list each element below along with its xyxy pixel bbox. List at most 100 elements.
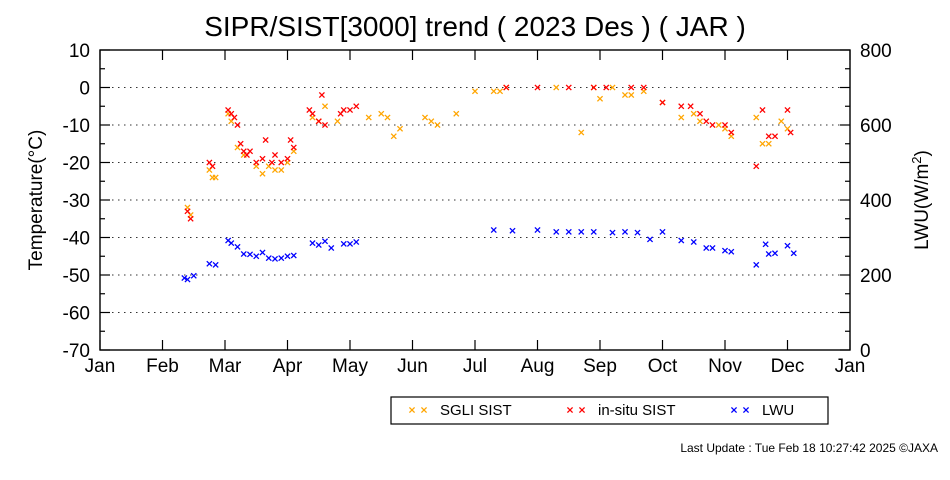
lwu-point: [206, 260, 213, 267]
lwu-point: [290, 252, 297, 259]
lwu-point: [271, 255, 279, 262]
sgli-sist-point: [678, 114, 685, 121]
grid-lines: [100, 87, 850, 313]
x-tick-label: Nov: [708, 356, 742, 377]
sgli-sist-point: [696, 118, 704, 125]
lwu-point: [509, 227, 516, 234]
lwu-point: [784, 242, 791, 249]
x-tick-label: Aug: [521, 356, 555, 377]
x-tick-label: Mar: [209, 356, 242, 377]
lwu-point: [259, 249, 266, 256]
in-situ-sist-point: [721, 121, 729, 129]
y-tick-label: 0: [79, 79, 90, 100]
y-tick-label: -60: [63, 304, 90, 325]
lwu-point: [703, 244, 710, 252]
sgli-sist-point: [428, 118, 435, 125]
lwu-point: [753, 261, 760, 268]
in-situ-sist-point: [696, 110, 704, 117]
lwu-point: [646, 236, 654, 243]
lwu-point: [709, 244, 716, 252]
in-situ-sist-point: [603, 84, 610, 91]
sgli-sist-point: [690, 110, 697, 117]
y-axis-title: Temperature(°C): [26, 130, 47, 271]
in-situ-sist-point: [787, 129, 794, 136]
y-tick-label: -70: [63, 341, 90, 362]
y2-tick-label: 400: [860, 191, 892, 212]
lwu-point: [309, 240, 316, 247]
data-points: [181, 84, 797, 283]
in-situ-sist-point: [271, 151, 279, 159]
lwu-point: [181, 274, 188, 282]
sgli-sist-point: [421, 114, 429, 121]
lwu-point: [721, 247, 729, 254]
sgli-sist-point: [259, 170, 266, 177]
sgli-sist-point: [753, 114, 760, 121]
y2-tick-labels: 800 600 400 200 0: [860, 41, 892, 362]
in-situ-sist-point: [290, 144, 297, 151]
sgli-sist-point: [365, 114, 372, 121]
sgli-sist-point: [765, 140, 772, 147]
lwu-point: [534, 226, 541, 234]
in-situ-sist-point: [253, 159, 260, 166]
sgli-sist-point: [715, 121, 722, 129]
legend-box: [390, 396, 829, 425]
lwu-point: [621, 228, 629, 235]
in-situ-sist-point: [315, 118, 322, 125]
in-situ-sist-point: [534, 84, 541, 91]
lwu-point: [190, 272, 197, 279]
lwu-point: [246, 251, 254, 258]
x-tick-label: Sep: [583, 356, 617, 377]
y-tick-label: -30: [63, 191, 90, 212]
in-situ-sist-point: [246, 148, 254, 155]
y2-axis-title: LWU(W/m2): [909, 150, 933, 250]
in-situ-sist-point: [268, 159, 275, 166]
in-situ-sist-point: [628, 84, 635, 91]
sgli-sist-point: [621, 91, 629, 99]
in-situ-sist-point: [565, 84, 572, 91]
sgli-sist-point: [628, 91, 635, 99]
lwu-point: [328, 244, 335, 252]
lwu-point: [228, 240, 235, 247]
chart-title: SIPR/SIST[3000] trend ( 2023 Des ) ( JAR…: [204, 11, 746, 42]
in-situ-sist-point: [659, 99, 666, 106]
in-situ-sist-point: [753, 163, 760, 170]
in-situ-sist-point: [728, 129, 735, 136]
x-tick-label: Jan: [835, 356, 866, 377]
lwu-point: [353, 238, 360, 246]
in-situ-sist-point: [503, 84, 510, 91]
legend-in-situ-sist-label: in-situ SIST: [598, 402, 676, 419]
lwu-point: [790, 250, 797, 257]
sgli-sist-point: [390, 133, 397, 140]
x-tick-label: Jun: [397, 356, 428, 377]
x-tick-label: Feb: [146, 356, 179, 377]
in-situ-sist-point: [234, 121, 241, 129]
lwu-point: [184, 276, 191, 283]
y-tick-label: 10: [69, 41, 90, 62]
legend-lwu-marker: [730, 406, 738, 414]
sgli-sist-point: [496, 88, 504, 95]
in-situ-sist-point: [765, 133, 772, 140]
in-situ-sist-point: [278, 159, 285, 166]
in-situ-sist-point: [309, 110, 316, 117]
lwu-point: [553, 228, 560, 235]
legend-lwu-marker: [742, 406, 750, 414]
in-situ-sist-point: [209, 163, 216, 170]
sgli-sist-point: [271, 166, 279, 174]
in-situ-sist-point: [346, 106, 354, 114]
y2-axis-title-sup: 2: [909, 156, 924, 163]
sgli-sist-point: [578, 129, 585, 136]
lwu-point: [762, 241, 769, 248]
lwu-point: [284, 253, 291, 260]
in-situ-sist-point: [237, 140, 244, 147]
sgli-sist-point: [471, 88, 479, 95]
legend-in-situ-sist-marker: [566, 406, 574, 414]
x-tick-label: May: [332, 356, 368, 377]
legend-entries: SGLI SIST in-situ SIST LWU: [408, 402, 794, 419]
x-tick-label: Jan: [85, 356, 116, 377]
sgli-sist-point: [778, 118, 785, 125]
lwu-point: [346, 240, 354, 247]
y2-tick-label: 200: [860, 266, 892, 287]
in-situ-sist-point: [184, 208, 191, 215]
y2-tick-label: 600: [860, 116, 892, 137]
sgli-sist-point: [212, 174, 219, 181]
